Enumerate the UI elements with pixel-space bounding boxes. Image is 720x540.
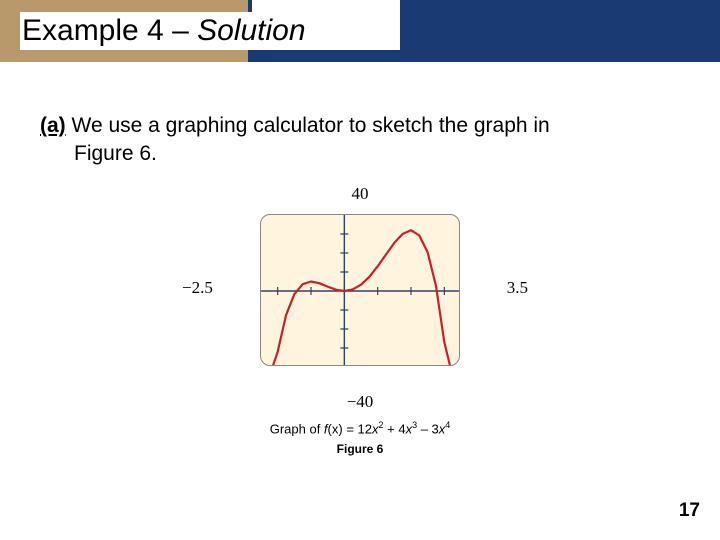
- solution-label: Solution: [197, 14, 305, 47]
- title-dash: –: [172, 14, 189, 47]
- caption-prefix: Graph of: [270, 421, 324, 436]
- body-line-2: Figure 6.: [74, 142, 157, 165]
- caption-eq-rest: = 12: [343, 421, 372, 436]
- body-paragraph: (a) We use a graphing calculator to sket…: [40, 112, 640, 169]
- caption-sup4: 4: [445, 420, 450, 430]
- chart-equation-caption: Graph of f(x) = 12x2 + 4x3 – 3x4: [0, 420, 720, 436]
- chart-frame: [260, 214, 460, 366]
- chart-x-right-label: 3.5: [507, 278, 528, 298]
- chart-y-bottom-label: −40: [224, 392, 496, 412]
- caption-minus: – 3: [417, 421, 439, 436]
- example-label: Example 4: [22, 14, 164, 47]
- chart-svg: [261, 215, 460, 366]
- chart-container: 40 −40 −2.5 3.5: [224, 190, 496, 390]
- caption-plus: + 4: [384, 421, 406, 436]
- title-bar: Example 4 – Solution: [0, 0, 720, 62]
- caption-paren-x: (x): [328, 421, 343, 436]
- chart-y-top-label: 40: [224, 184, 496, 204]
- body-line-1: We use a graphing calculator to sketch t…: [66, 114, 550, 137]
- page-number: 17: [679, 500, 700, 522]
- chart-x-left-label: −2.5: [182, 278, 213, 298]
- figure-label: Figure 6: [0, 442, 720, 456]
- slide-title: Example 4 – Solution: [20, 12, 312, 50]
- part-a-label: (a): [40, 114, 66, 137]
